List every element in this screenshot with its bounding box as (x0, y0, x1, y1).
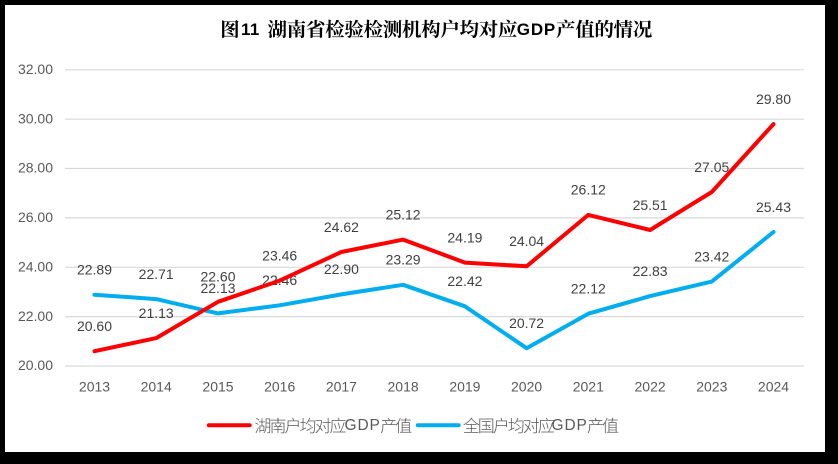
svg-text:26.00: 26.00 (18, 209, 53, 225)
svg-text:23.42: 23.42 (694, 248, 729, 264)
svg-text:2014: 2014 (141, 379, 172, 395)
svg-text:20.72: 20.72 (509, 315, 544, 331)
svg-text:GDP: GDP (345, 417, 381, 434)
svg-text:22.00: 22.00 (18, 308, 53, 324)
svg-text:24.00: 24.00 (18, 259, 53, 275)
svg-text:22.60: 22.60 (200, 269, 235, 285)
svg-text:2017: 2017 (326, 379, 357, 395)
svg-text:11: 11 (241, 20, 260, 39)
svg-text:29.80: 29.80 (756, 91, 791, 107)
svg-text:30.00: 30.00 (18, 110, 53, 126)
svg-text:2013: 2013 (79, 379, 110, 395)
svg-text:24.04: 24.04 (509, 233, 544, 249)
svg-text:22.89: 22.89 (77, 262, 112, 278)
svg-text:22.42: 22.42 (447, 273, 482, 289)
svg-text:22.13: 22.13 (200, 280, 235, 296)
svg-text:2019: 2019 (449, 379, 480, 395)
svg-text:25.51: 25.51 (633, 197, 668, 213)
svg-text:2016: 2016 (264, 379, 295, 395)
svg-text:27.05: 27.05 (694, 159, 729, 175)
svg-text:24.19: 24.19 (447, 229, 482, 245)
svg-text:25.12: 25.12 (386, 206, 421, 222)
svg-text:24.62: 24.62 (324, 219, 359, 235)
svg-text:22.90: 22.90 (324, 261, 359, 277)
svg-text:25.43: 25.43 (756, 199, 791, 215)
svg-text:2015: 2015 (202, 379, 233, 395)
svg-text:32.00: 32.00 (18, 61, 53, 77)
svg-text:28.00: 28.00 (18, 160, 53, 176)
svg-text:2023: 2023 (696, 379, 727, 395)
svg-text:2020: 2020 (511, 379, 542, 395)
svg-text:22.71: 22.71 (139, 266, 174, 282)
svg-text:GDP: GDP (517, 20, 556, 39)
svg-text:20.00: 20.00 (18, 357, 53, 373)
svg-text:23.46: 23.46 (262, 247, 297, 263)
svg-text:2022: 2022 (635, 379, 666, 395)
svg-text:23.29: 23.29 (386, 252, 421, 268)
svg-text:21.13: 21.13 (139, 305, 174, 321)
svg-text:2018: 2018 (388, 379, 419, 395)
svg-text:2024: 2024 (758, 379, 789, 395)
svg-text:22.12: 22.12 (571, 281, 606, 297)
svg-text:2021: 2021 (573, 379, 604, 395)
svg-text:26.12: 26.12 (571, 182, 606, 198)
svg-text:22.83: 22.83 (633, 263, 668, 279)
svg-text:20.60: 20.60 (77, 318, 112, 334)
svg-text:GDP: GDP (552, 417, 588, 434)
